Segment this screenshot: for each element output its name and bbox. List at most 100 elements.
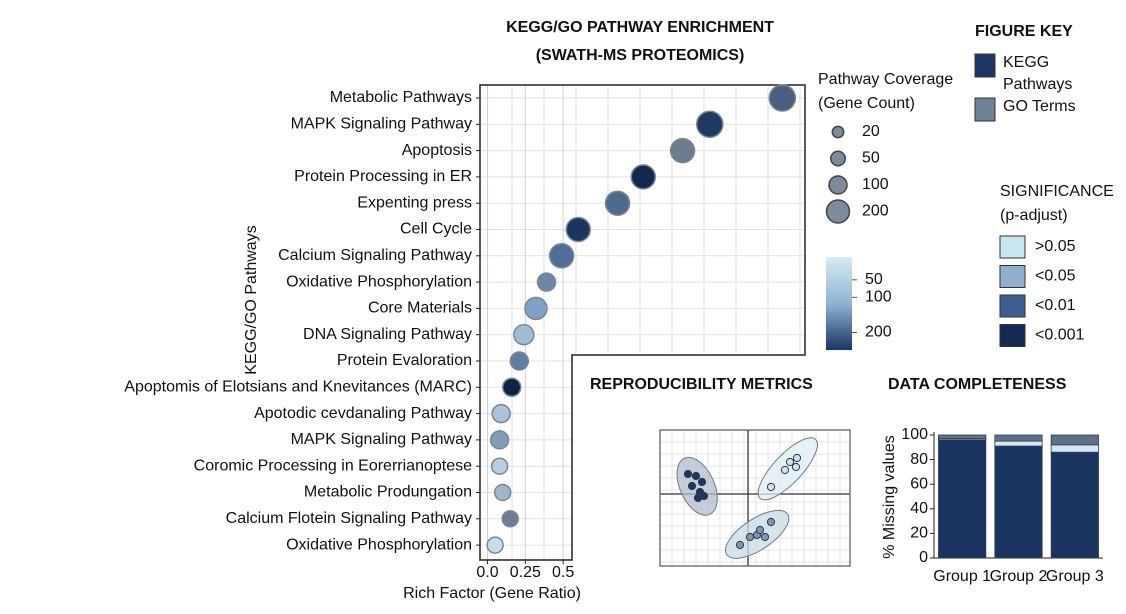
legend-swatch	[974, 53, 996, 78]
colorbar	[826, 257, 852, 350]
significance-label: <0.05	[1035, 268, 1076, 285]
significance-label: >0.05	[1035, 238, 1076, 255]
x-tick-label: 0.5	[552, 564, 574, 581]
bar-segment	[1050, 451, 1099, 559]
size-legend-dot	[831, 125, 845, 139]
point	[735, 540, 745, 550]
dot	[509, 351, 530, 371]
y-tick-label: Calcium Signaling Pathway	[278, 247, 472, 264]
y-axis-label: KEGG/GO Pathways	[243, 225, 260, 374]
size-legend-label: 50	[862, 150, 880, 167]
size-legend-label: 200	[862, 203, 889, 220]
y-tick-label: Oxidative Phosphorylation	[286, 536, 472, 553]
size-legend-label: 100	[862, 176, 889, 193]
point	[697, 477, 707, 487]
y-tick-label: Coromic Processing in Eorerrianoptese	[194, 457, 472, 474]
dot	[669, 137, 696, 164]
y-tick-label: 100	[901, 426, 928, 443]
bar-segment	[994, 434, 1043, 442]
point	[755, 525, 765, 535]
legend-label: GO Terms	[1003, 98, 1076, 115]
size-legend-dot	[825, 199, 851, 224]
colorbar-label: 200	[865, 324, 892, 341]
dot	[548, 243, 575, 269]
size-legend-title: (Gene Count)	[818, 95, 915, 112]
dot	[501, 510, 519, 528]
y-tick-label: Apoptosis	[402, 142, 472, 159]
size-legend-dot	[828, 175, 848, 195]
chart-title: KEGG/GO PATHWAY ENRICHMENT	[506, 19, 774, 36]
significance-swatch	[999, 265, 1026, 288]
dot	[489, 430, 510, 450]
point	[683, 469, 693, 479]
panel-title: DATA COMPLETENESS	[888, 376, 1067, 393]
y-tick-label: Oxidative Phosphorylation	[286, 273, 472, 290]
y-tick-label: MAPK Signaling Pathway	[291, 116, 472, 133]
x-tick-label: Group 2	[990, 568, 1048, 585]
dot	[768, 84, 797, 112]
y-tick-label: 80	[910, 451, 928, 468]
significance-swatch	[999, 235, 1026, 259]
y-tick-label: Protein Processing in ER	[294, 168, 472, 185]
y-tick-label: 40	[910, 500, 928, 517]
significance-title: SIGNIFICANCE	[1000, 183, 1114, 200]
colorbar-label: 100	[865, 289, 892, 306]
y-tick-label: Calcium Flotein Signaling Pathway	[226, 510, 472, 527]
y-tick-label: MAPK Signaling Pathway	[291, 431, 472, 448]
y-tick-label: Metabolic Produngation	[304, 484, 472, 501]
y-tick-label: Core Materials	[368, 300, 472, 317]
x-tick-label: 0.25	[510, 564, 541, 581]
plot-border	[659, 429, 851, 567]
y-tick-label: Apotodic cevdanaling Pathway	[254, 405, 472, 422]
legend-label: Pathways	[1003, 76, 1072, 93]
bar-segment	[1050, 434, 1099, 446]
size-legend-dot	[830, 150, 846, 167]
dot	[524, 296, 548, 321]
point	[745, 532, 755, 542]
colorbar-label: 50	[865, 271, 883, 288]
y-tick-label: Protein Evaloration	[337, 352, 472, 369]
y-tick-label: DNA Signaling Pathway	[303, 326, 472, 343]
point	[785, 457, 795, 467]
significance-label: <0.01	[1035, 297, 1076, 314]
significance-title: (p-adjust)	[1000, 207, 1068, 224]
point	[760, 532, 770, 542]
dot	[490, 457, 509, 475]
point	[691, 471, 701, 481]
significance-swatch	[999, 324, 1026, 347]
x-tick-label: Group 1	[933, 568, 991, 585]
point	[687, 481, 697, 491]
chart-subtitle: (SWATH-MS PROTEOMICS)	[536, 47, 745, 64]
x-axis-label: Rich Factor (Gene Ratio)	[403, 585, 581, 602]
bar-segment	[938, 439, 987, 559]
panel-title: REPRODUCIBILITY METRICS	[590, 376, 813, 393]
dot	[486, 536, 504, 554]
legend-title: FIGURE KEY	[975, 23, 1073, 40]
significance-swatch	[999, 294, 1026, 318]
point	[780, 465, 790, 475]
dot	[536, 272, 557, 292]
point	[699, 491, 709, 501]
plot-border	[479, 84, 806, 561]
y-tick-label: Metabolic Pathways	[330, 89, 472, 106]
bar-segment	[994, 440, 1043, 447]
dot	[604, 190, 631, 216]
point	[791, 462, 801, 472]
legend-swatch	[974, 97, 996, 122]
dot	[695, 110, 724, 139]
point	[766, 482, 776, 492]
x-tick-label: 0.0	[476, 564, 498, 581]
bar-segment	[994, 445, 1043, 559]
y-tick-label: 60	[910, 475, 928, 492]
point	[766, 517, 776, 527]
dot	[565, 216, 592, 243]
point	[792, 453, 802, 463]
legend-label: KEGG	[1003, 54, 1049, 71]
bar-segment	[938, 434, 987, 440]
y-tick-label: Apoptomis of Elotsians and Knevitances (…	[124, 379, 472, 396]
dot	[513, 323, 535, 346]
y-tick-label: 20	[910, 525, 928, 542]
y-tick-label: Cell Cycle	[400, 221, 472, 238]
